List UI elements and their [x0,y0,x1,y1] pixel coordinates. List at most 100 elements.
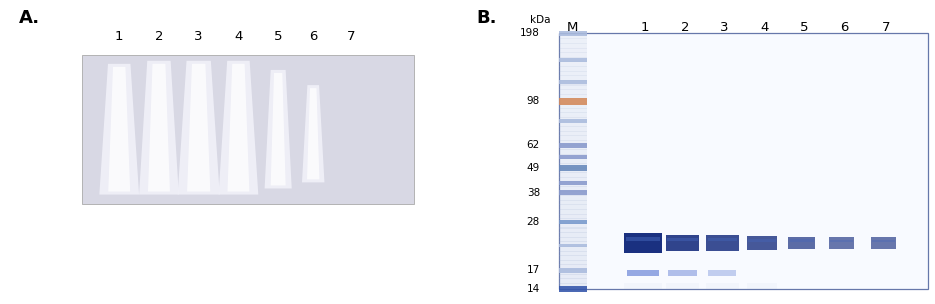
Bar [559,231,587,233]
Bar [559,253,587,254]
Bar [559,88,587,90]
Bar [559,80,587,82]
Bar [708,238,737,241]
Bar [559,180,587,181]
Bar [559,45,587,46]
Bar [559,162,587,164]
Bar [559,142,587,143]
Bar [559,31,587,36]
Bar [559,179,587,180]
Bar [559,87,587,88]
Bar [559,182,587,184]
Bar [559,128,587,129]
Text: 6: 6 [309,30,317,43]
Bar [559,172,587,174]
Bar [559,213,587,215]
Bar [559,60,587,61]
Polygon shape [227,64,250,192]
Bar [559,124,587,125]
Text: 198: 198 [520,29,540,38]
Bar [559,48,587,50]
Bar [709,270,736,276]
Bar [559,243,587,244]
Bar [559,235,587,237]
Bar [559,193,587,194]
Polygon shape [178,61,220,195]
Bar [559,171,587,173]
Bar [559,147,587,148]
Bar [559,43,587,45]
Bar [559,148,587,150]
Polygon shape [302,85,324,182]
Bar [559,80,587,84]
Bar [559,125,587,127]
Bar [559,227,587,229]
Bar [559,262,587,263]
Bar [559,99,587,101]
Polygon shape [219,61,258,195]
Text: 17: 17 [526,265,540,275]
Bar [559,129,587,130]
Bar [559,170,587,171]
Bar [559,52,587,54]
Bar [559,185,587,187]
Bar [559,250,587,252]
Bar [559,236,587,238]
Bar [559,166,587,168]
Bar [559,181,587,185]
Bar [559,197,587,198]
Bar [559,165,587,166]
Text: 4: 4 [760,21,769,34]
Bar [559,216,587,217]
Bar [559,70,587,72]
Bar [625,283,661,289]
Text: 5: 5 [274,30,282,43]
Bar [559,218,587,220]
Text: 6: 6 [840,21,848,34]
Bar [559,237,587,239]
Bar [559,38,587,40]
Bar [559,85,587,87]
Bar [559,226,587,227]
Text: 1: 1 [115,30,123,43]
Bar [559,176,587,178]
Bar [559,254,587,256]
Bar [559,153,587,155]
Bar [559,160,587,161]
Bar [666,235,699,251]
Bar [559,123,587,124]
Text: B.: B. [477,9,497,27]
Text: 98: 98 [526,96,540,106]
Bar [559,264,587,266]
Bar [830,240,853,242]
Bar [559,119,587,123]
Text: 38: 38 [526,188,540,198]
Bar [559,120,587,122]
Bar [559,286,587,288]
Bar [870,237,897,249]
Bar [559,42,587,44]
Bar [625,233,661,253]
Bar [747,236,777,250]
Bar [559,93,587,95]
Bar [559,156,587,157]
Bar [559,58,587,62]
Bar [559,84,587,86]
Bar [559,204,587,206]
Bar [559,116,587,118]
Bar [559,117,587,119]
Bar [626,237,659,241]
Bar [559,283,587,285]
Bar [559,285,587,286]
Bar [559,101,587,102]
Bar [559,65,587,67]
Bar [559,248,587,249]
Bar [559,190,587,195]
Bar [559,195,587,197]
Bar [559,105,587,106]
Bar [559,273,587,275]
Bar [559,69,587,71]
Bar [559,154,587,156]
Bar [559,245,587,247]
Bar [669,270,697,276]
